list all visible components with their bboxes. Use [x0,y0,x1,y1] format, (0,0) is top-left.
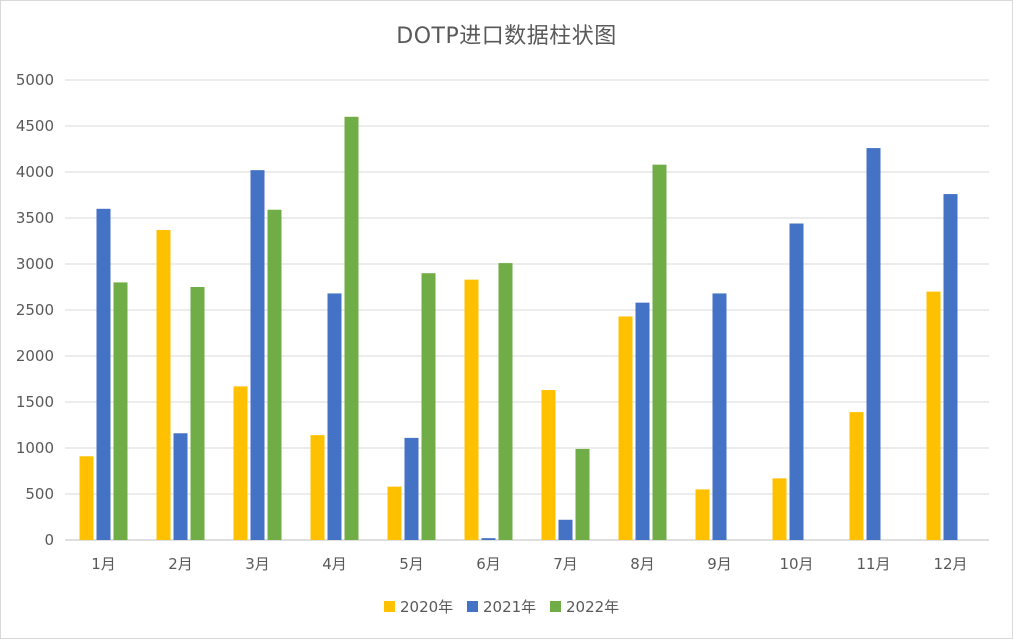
legend-swatch-2021年 [467,601,478,612]
y-tick-label: 500 [25,485,54,503]
x-tick-label: 3月 [245,555,270,573]
bar-2020年-8月 [618,316,633,540]
bar-2020年-3月 [233,386,248,540]
x-tick-label: 2月 [168,555,193,573]
bar-2020年-4月 [310,435,325,540]
bar-2022年-4月 [344,116,359,541]
legend-label: 2021年 [483,598,536,616]
bar-2022年-5月 [421,273,436,540]
legend-swatch-2020年 [384,601,395,612]
bar-2020年-1月 [79,456,94,540]
bar-2021年-2月 [173,433,188,540]
bar-2021年-4月 [327,293,342,540]
x-tick-label: 8月 [630,555,655,573]
bar-2020年-9月 [695,489,710,540]
x-tick-label: 11月 [856,555,890,573]
x-tick-label: 5月 [399,555,424,573]
bar-2020年-10月 [772,478,787,540]
x-tick-label: 6月 [476,555,501,573]
legend-label: 2020年 [400,598,453,616]
y-tick-label: 2500 [16,301,54,319]
bar-2020年-12月 [926,291,941,540]
bar-2022年-6月 [498,263,513,540]
bar-2021年-5月 [404,437,419,540]
y-tick-label: 3000 [16,255,54,273]
x-tick-label: 1月 [91,555,116,573]
bar-2020年-6月 [464,279,479,540]
x-tick-label: 4月 [322,555,347,573]
y-axis-ticks: 0 500 1000 1500 2000 2500 3000 3500 4000 4500 5000 [16,71,54,549]
bar-2022年-1月 [113,282,128,540]
y-tick-label: 1000 [16,439,54,457]
legend-swatch-2022年 [550,601,561,612]
legend: 2020年 2021年 2022年 [384,598,619,616]
y-tick-label: 1500 [16,393,54,411]
bar-2022年-8月 [652,164,667,540]
x-tick-label: 9月 [707,555,732,573]
bar-2020年-5月 [387,486,402,540]
bar-2021年-8月 [635,302,650,540]
legend-label: 2022年 [566,598,619,616]
grid-layer [65,79,989,541]
bar-2021年-1月 [96,208,111,541]
bar-2021年-9月 [712,293,727,540]
y-tick-label: 0 [44,531,54,549]
bar-2022年-7月 [575,448,590,540]
bar-2020年-11月 [849,412,864,540]
y-tick-label: 5000 [16,71,54,89]
x-tick-label: 7月 [553,555,578,573]
x-tick-label: 10月 [779,555,813,573]
bar-2021年-11月 [866,148,881,540]
bar-2021年-3月 [250,170,265,540]
bar-2020年-2月 [156,229,171,540]
x-tick-label: 12月 [933,555,967,573]
chart-title: DOTP进口数据柱状图 [396,24,617,49]
bar-2021年-6月 [481,538,496,540]
bar-2021年-10月 [789,223,804,540]
bar-2021年-12月 [943,194,958,540]
x-axis-ticks: 1月 2月 3月 4月 5月 6月 7月 8月 9月 10月 11月 12月 [91,555,967,573]
bar-2020年-7月 [541,390,556,540]
bars [79,116,958,541]
bar-2022年-3月 [267,209,282,540]
y-tick-label: 4500 [16,117,54,135]
bar-2021年-7月 [558,519,573,540]
y-tick-label: 2000 [16,347,54,365]
y-tick-label: 3500 [16,209,54,227]
y-tick-label: 4000 [16,163,54,181]
bar-2022年-2月 [190,287,205,540]
